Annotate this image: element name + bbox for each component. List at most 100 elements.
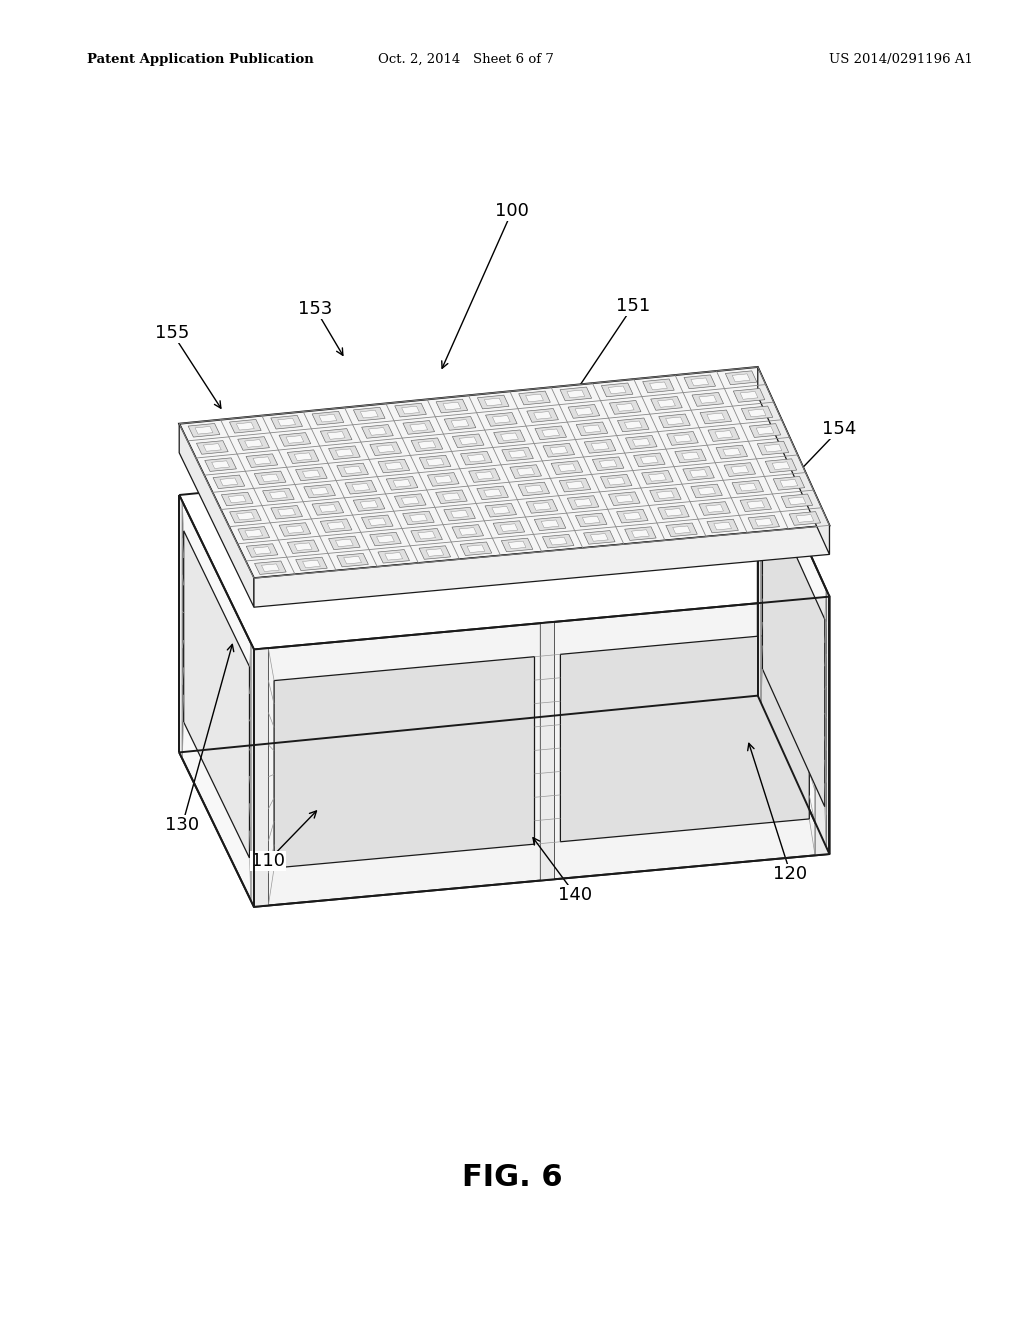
Polygon shape bbox=[649, 381, 668, 389]
Polygon shape bbox=[213, 475, 245, 488]
Polygon shape bbox=[526, 499, 558, 513]
Polygon shape bbox=[535, 426, 566, 440]
Text: 155: 155 bbox=[155, 323, 189, 342]
Polygon shape bbox=[261, 474, 280, 482]
Polygon shape bbox=[220, 478, 238, 486]
Polygon shape bbox=[560, 387, 592, 401]
Polygon shape bbox=[634, 453, 666, 467]
Polygon shape bbox=[666, 417, 683, 425]
Polygon shape bbox=[780, 479, 798, 487]
Polygon shape bbox=[723, 449, 740, 455]
Polygon shape bbox=[345, 480, 377, 494]
Polygon shape bbox=[427, 473, 459, 486]
Polygon shape bbox=[731, 466, 749, 474]
Text: 154: 154 bbox=[822, 420, 857, 438]
Polygon shape bbox=[196, 426, 213, 434]
Polygon shape bbox=[229, 420, 261, 433]
Polygon shape bbox=[740, 498, 771, 512]
Polygon shape bbox=[592, 457, 624, 471]
Polygon shape bbox=[179, 495, 254, 907]
Polygon shape bbox=[418, 532, 435, 539]
Text: FIG. 6: FIG. 6 bbox=[462, 1163, 562, 1192]
Polygon shape bbox=[665, 508, 682, 516]
Polygon shape bbox=[360, 500, 378, 508]
Polygon shape bbox=[344, 556, 361, 564]
Polygon shape bbox=[318, 504, 337, 512]
Polygon shape bbox=[673, 525, 690, 533]
Polygon shape bbox=[501, 433, 518, 441]
Polygon shape bbox=[510, 465, 542, 478]
Polygon shape bbox=[617, 418, 649, 432]
Polygon shape bbox=[585, 440, 615, 453]
Polygon shape bbox=[278, 508, 296, 516]
Polygon shape bbox=[254, 597, 829, 907]
Polygon shape bbox=[336, 539, 353, 546]
Polygon shape bbox=[394, 494, 426, 507]
Polygon shape bbox=[254, 648, 268, 907]
Polygon shape bbox=[312, 412, 344, 425]
Polygon shape bbox=[568, 404, 600, 418]
Polygon shape bbox=[245, 440, 262, 447]
Polygon shape bbox=[764, 445, 782, 451]
Polygon shape bbox=[649, 488, 681, 502]
Polygon shape bbox=[567, 391, 585, 397]
Polygon shape bbox=[494, 430, 525, 444]
Polygon shape bbox=[758, 367, 829, 554]
Polygon shape bbox=[269, 491, 288, 499]
Polygon shape bbox=[279, 433, 310, 446]
Polygon shape bbox=[625, 421, 642, 429]
Polygon shape bbox=[253, 457, 270, 465]
Polygon shape bbox=[492, 507, 510, 513]
Polygon shape bbox=[212, 461, 229, 469]
Polygon shape bbox=[763, 482, 824, 807]
Polygon shape bbox=[337, 553, 369, 566]
Polygon shape bbox=[204, 444, 221, 451]
Polygon shape bbox=[558, 463, 575, 471]
Polygon shape bbox=[394, 403, 426, 417]
Polygon shape bbox=[684, 375, 716, 388]
Polygon shape bbox=[461, 451, 493, 465]
Polygon shape bbox=[699, 396, 717, 403]
Polygon shape bbox=[253, 546, 271, 554]
Polygon shape bbox=[254, 471, 286, 484]
Polygon shape bbox=[485, 413, 517, 426]
Polygon shape bbox=[453, 434, 484, 447]
Polygon shape bbox=[781, 494, 813, 508]
Polygon shape bbox=[699, 502, 730, 515]
Polygon shape bbox=[574, 499, 592, 507]
Polygon shape bbox=[518, 482, 550, 496]
Polygon shape bbox=[254, 525, 829, 607]
Polygon shape bbox=[609, 400, 641, 414]
Polygon shape bbox=[500, 524, 518, 532]
Polygon shape bbox=[624, 512, 641, 520]
Polygon shape bbox=[444, 417, 476, 430]
Polygon shape bbox=[657, 400, 676, 408]
Polygon shape bbox=[369, 428, 386, 436]
Polygon shape bbox=[296, 557, 328, 570]
Polygon shape bbox=[477, 395, 509, 409]
Polygon shape bbox=[467, 545, 484, 553]
Polygon shape bbox=[643, 379, 674, 393]
Polygon shape bbox=[385, 553, 402, 560]
Polygon shape bbox=[484, 399, 502, 405]
Polygon shape bbox=[577, 422, 608, 436]
Polygon shape bbox=[436, 399, 468, 413]
Polygon shape bbox=[228, 495, 246, 503]
Polygon shape bbox=[607, 478, 625, 484]
Polygon shape bbox=[393, 479, 411, 487]
Polygon shape bbox=[321, 429, 352, 442]
Polygon shape bbox=[625, 527, 656, 540]
Polygon shape bbox=[715, 430, 732, 438]
Polygon shape bbox=[426, 458, 444, 466]
Polygon shape bbox=[304, 484, 336, 498]
Polygon shape bbox=[755, 519, 773, 527]
Polygon shape bbox=[575, 408, 593, 416]
Polygon shape bbox=[796, 515, 814, 523]
Polygon shape bbox=[353, 408, 385, 421]
Polygon shape bbox=[238, 527, 269, 540]
Polygon shape bbox=[758, 438, 761, 702]
Polygon shape bbox=[370, 442, 401, 455]
Polygon shape bbox=[360, 411, 378, 418]
Polygon shape bbox=[419, 545, 451, 560]
Polygon shape bbox=[706, 504, 724, 512]
